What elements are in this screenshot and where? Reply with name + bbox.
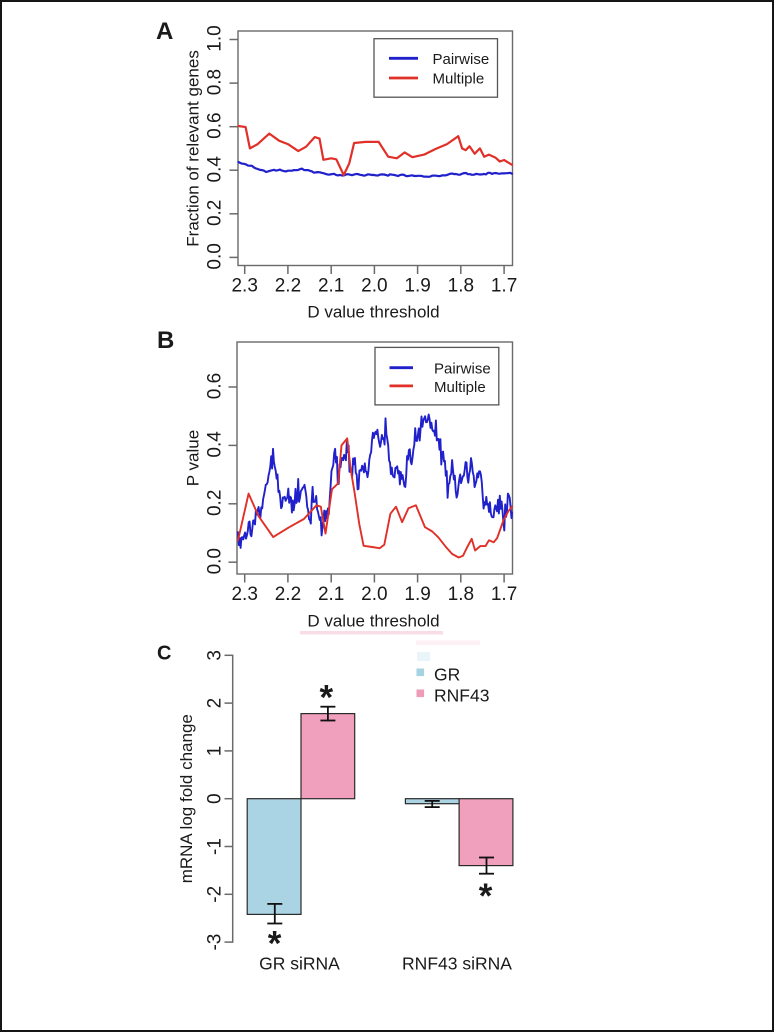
svg-text:Pairwise: Pairwise [433,51,490,68]
svg-text:RNF43 siRNA: RNF43 siRNA [402,954,512,974]
svg-text:1.8: 1.8 [448,584,474,605]
svg-text:2.0: 2.0 [361,584,387,605]
svg-text:*: * [319,678,333,717]
svg-text:0.0: 0.0 [205,243,226,269]
svg-text:2.0: 2.0 [361,276,387,297]
svg-text:1: 1 [205,746,226,757]
svg-text:0.4: 0.4 [205,156,226,183]
svg-text:Pairwise: Pairwise [434,360,491,377]
svg-text:2.2: 2.2 [275,584,301,605]
svg-text:D value threshold: D value threshold [307,303,439,322]
svg-text:B: B [157,327,174,354]
svg-text:*: * [268,925,282,964]
svg-text:-3: -3 [205,934,226,951]
svg-text:D value threshold: D value threshold [307,612,439,631]
svg-text:0.2: 0.2 [205,200,226,226]
svg-text:1.7: 1.7 [491,276,517,297]
svg-text:0.4: 0.4 [205,431,226,458]
svg-text:0.8: 0.8 [205,69,226,95]
svg-text:3: 3 [205,650,226,661]
svg-text:2.3: 2.3 [231,276,257,297]
svg-text:mRNA log fold change: mRNA log fold change [177,714,196,883]
svg-text:GR siRNA: GR siRNA [259,954,340,974]
svg-text:RNF43: RNF43 [434,686,489,706]
svg-text:GR: GR [434,665,460,685]
svg-text:0: 0 [205,793,226,804]
svg-text:1.7: 1.7 [491,584,517,605]
svg-text:1.0: 1.0 [205,25,226,51]
svg-text:Multiple: Multiple [434,379,486,396]
svg-text:2.1: 2.1 [318,276,344,297]
svg-text:-1: -1 [205,838,226,855]
svg-text:0.6: 0.6 [205,112,226,138]
svg-text:2.1: 2.1 [318,584,344,605]
svg-text:0.2: 0.2 [205,490,226,516]
svg-text:1.8: 1.8 [448,276,474,297]
svg-text:2.2: 2.2 [275,276,301,297]
svg-text:P value: P value [184,430,203,486]
svg-text:Fraction of relevant genes: Fraction of relevant genes [184,50,203,247]
svg-text:1.9: 1.9 [404,276,430,297]
svg-text:1.9: 1.9 [404,584,430,605]
svg-text:C: C [157,643,171,665]
svg-text:2: 2 [205,698,226,709]
svg-text:0.0: 0.0 [205,548,226,574]
svg-text:A: A [156,18,173,45]
svg-text:Multiple: Multiple [433,71,485,88]
svg-text:*: * [479,877,493,916]
svg-text:2.3: 2.3 [231,584,257,605]
svg-text:-2: -2 [205,886,226,903]
svg-text:0.6: 0.6 [205,373,226,399]
